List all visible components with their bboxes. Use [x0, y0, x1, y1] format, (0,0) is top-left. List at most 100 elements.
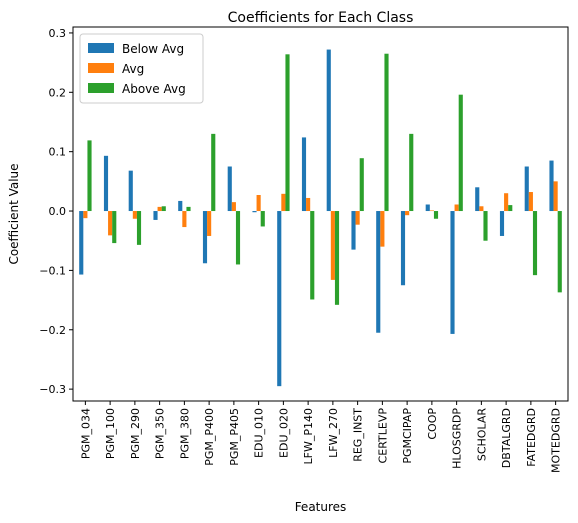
- bar-coop-above-avg: [433, 211, 439, 219]
- bar-edu_010-below-avg: [252, 211, 257, 213]
- bar-motedgrd-below-avg: [549, 160, 554, 212]
- x-tick-label: PGM_380: [178, 408, 191, 459]
- bar-lfw_270-avg: [330, 211, 335, 280]
- x-tick-label: PGMCIPAP: [401, 408, 414, 464]
- bar-reg_inst-below-avg: [351, 211, 356, 250]
- bar-edu_020-above-avg: [285, 54, 290, 212]
- bar-motedgrd-avg: [553, 181, 558, 212]
- bar-pgm_290-avg: [132, 211, 137, 219]
- bar-dbtalgrd-avg: [504, 193, 509, 212]
- bar-pgm_290-above-avg: [136, 211, 142, 245]
- y-axis-label: Coefficient Value: [7, 163, 21, 264]
- legend: Below Avg Avg Above Avg: [79, 33, 204, 104]
- bar-certlevp-avg: [380, 211, 385, 247]
- bar-fatedgrd-avg: [528, 192, 533, 212]
- bar-dbtalgrd-below-avg: [499, 211, 505, 236]
- bar-hlosgrdp-above-avg: [458, 94, 463, 212]
- x-tick-label: HLOSGRDP: [451, 408, 464, 469]
- x-tick-label: PGM_350: [154, 408, 167, 459]
- bar-pgm_p400-below-avg: [202, 211, 208, 264]
- x-tick-label: PGM_100: [104, 408, 117, 459]
- y-tick-label: −0.2: [39, 324, 66, 337]
- axes-group: [72, 26, 569, 402]
- bar-pgm_100-above-avg: [112, 211, 117, 244]
- x-tick-label: SCHOLAR: [475, 408, 488, 461]
- bar-edu_010-above-avg: [260, 211, 265, 227]
- x-tick-label: COOP: [426, 408, 439, 440]
- x-tick-label: PGM_290: [129, 408, 142, 459]
- y-tick-label: 0.1: [49, 146, 67, 159]
- bar-scholar-above-avg: [483, 211, 488, 241]
- bar-pgm_034-below-avg: [79, 211, 84, 275]
- legend-label: Below Avg: [122, 42, 184, 56]
- bar-pgm_350-below-avg: [153, 211, 158, 220]
- bar-dbtalgrd-above-avg: [508, 205, 513, 212]
- bar-pgm_350-avg: [157, 206, 162, 212]
- legend-swatch-below-avg: [88, 43, 114, 53]
- x-tick-label: CERTLEVP: [376, 408, 389, 464]
- bar-pgm_380-below-avg: [178, 200, 183, 212]
- y-tick-label: −0.1: [39, 264, 66, 277]
- bar-pgm_380-avg: [182, 211, 187, 228]
- bar-pgm_p405-below-avg: [227, 166, 232, 212]
- y-tick-label: 0.0: [49, 205, 67, 218]
- x-tick-label: PGM_P405: [228, 408, 241, 466]
- bar-edu_020-avg: [281, 193, 286, 212]
- bar-motedgrd-above-avg: [557, 211, 562, 293]
- x-tick-label: EDU_020: [277, 408, 290, 458]
- bar-pgm_p405-avg: [231, 202, 236, 212]
- x-tick-label: PGM_P400: [203, 408, 216, 466]
- bar-hlosgrdp-avg: [454, 204, 459, 212]
- bar-edu_020-below-avg: [277, 211, 282, 387]
- bar-pgm_034-above-avg: [87, 140, 92, 212]
- x-ticks-group: PGM_034 PGM_100 PGM_290 PGM_350 PGM_380 PGM_P…: [79, 401, 563, 473]
- bar-pgm_100-below-avg: [103, 155, 109, 212]
- y-tick-label: −0.3: [39, 383, 66, 396]
- bar-lfw_270-below-avg: [326, 49, 331, 212]
- x-tick-label: PGM_034: [79, 408, 92, 459]
- chart-title: Coefficients for Each Class: [228, 10, 414, 26]
- y-tick-label: 0.3: [49, 27, 67, 40]
- legend-swatch-avg: [88, 63, 114, 73]
- x-tick-label: LFW_270: [327, 408, 340, 458]
- x-tick-label: DBTALGRD: [500, 408, 513, 468]
- bar-reg_inst-avg: [355, 211, 360, 225]
- bar-pgm_350-above-avg: [161, 206, 166, 212]
- y-ticks-group: −0.3 −0.2 −0.1 0.0 0.1 0.2 0.3: [39, 27, 73, 396]
- bar-pgm_p400-avg: [207, 211, 212, 236]
- bar-pgm_290-below-avg: [128, 170, 133, 212]
- bar-scholar-avg: [479, 206, 484, 212]
- bar-lfw_p140-below-avg: [301, 137, 307, 212]
- bar-pgm_034-avg: [83, 211, 88, 219]
- x-tick-label: REG_INST: [352, 408, 365, 462]
- bar-reg_inst-above-avg: [359, 158, 364, 212]
- bar-hlosgrdp-below-avg: [450, 211, 455, 334]
- bar-pgm_p400-above-avg: [211, 133, 216, 212]
- legend-swatch-above-avg: [88, 83, 114, 93]
- bar-scholar-below-avg: [475, 187, 480, 212]
- bar-certlevp-below-avg: [376, 211, 381, 333]
- bar-certlevp-above-avg: [384, 53, 389, 212]
- bar-coop-below-avg: [425, 204, 430, 212]
- y-tick-label: 0.2: [49, 86, 67, 99]
- bars-group: [79, 49, 562, 387]
- bar-lfw_p140-above-avg: [310, 211, 315, 300]
- bar-pgm_p405-above-avg: [235, 211, 241, 265]
- bar-pgm_100-avg: [108, 211, 113, 236]
- bar-coop-avg: [429, 210, 434, 212]
- bar-pgmcipap-avg: [405, 211, 410, 216]
- bar-pgmcipap-above-avg: [409, 133, 414, 212]
- bar-pgmcipap-below-avg: [400, 211, 406, 286]
- x-tick-label: MOTEDGRD: [550, 408, 563, 473]
- plot-frame: [72, 26, 569, 402]
- x-tick-label: LFW_P140: [302, 408, 315, 464]
- x-tick-label: FATEDGRD: [525, 408, 538, 467]
- x-axis-label: Features: [295, 500, 347, 514]
- bar-lfw_p140-avg: [306, 197, 311, 212]
- legend-label: Avg: [122, 62, 144, 76]
- legend-label: Above Avg: [122, 82, 186, 96]
- bar-pgm_380-above-avg: [186, 206, 191, 212]
- bar-fatedgrd-below-avg: [524, 166, 529, 212]
- bar-edu_010-avg: [256, 195, 261, 212]
